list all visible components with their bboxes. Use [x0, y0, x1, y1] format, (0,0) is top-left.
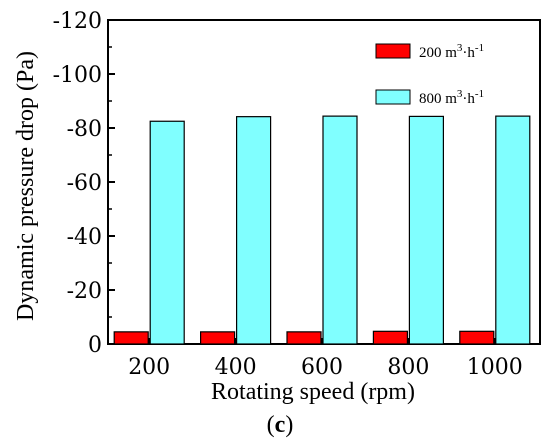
legend-label-1: 200 m3·h-1: [419, 42, 484, 61]
bar-s1-400: [200, 331, 236, 345]
legend: 200 m3·h-1 800 m3·h-1: [375, 42, 484, 107]
x-tick-label: 400: [215, 355, 257, 380]
x-tick-label: 600: [301, 355, 343, 380]
y-axis: 0 -20 -40 -60 -80 -100 -120: [53, 9, 115, 358]
bar-s1-800: [372, 330, 408, 345]
bar-s2-600: [322, 115, 358, 345]
x-tick-label: 200: [128, 355, 170, 380]
y-tick-label: -20: [67, 279, 102, 304]
bar-s1-200: [113, 331, 149, 345]
bar-s2-1000: [495, 115, 531, 345]
y-tick-label: -120: [53, 9, 102, 34]
y-tick-label: -80: [67, 117, 102, 142]
y-tick-label: -60: [67, 171, 102, 196]
legend-swatch-2: [375, 89, 411, 105]
x-tick-label: 800: [387, 355, 429, 380]
y-axis-title: Dynamic pressure drop (Pa): [13, 51, 39, 321]
y-tick-label: -100: [53, 63, 102, 88]
bar-s2-200: [149, 120, 185, 345]
bar-s1-600: [286, 331, 322, 345]
panel-label: (c): [267, 412, 294, 438]
legend-label-2: 800 m3·h-1: [419, 88, 484, 107]
panel-letter: c: [275, 412, 286, 438]
bar-s2-400: [236, 116, 272, 345]
bar-s2-800: [408, 115, 444, 345]
x-axis-title: Rotating speed (rpm): [211, 379, 415, 405]
x-tick-label: 1000: [467, 355, 523, 380]
y-tick-label: 0: [88, 333, 102, 358]
legend-swatch-1: [375, 43, 411, 59]
x-axis: 200 400 600 800 1000: [128, 338, 523, 380]
y-tick-label: -40: [67, 225, 102, 250]
bar-s1-1000: [459, 330, 495, 345]
bars-group: [113, 115, 531, 345]
